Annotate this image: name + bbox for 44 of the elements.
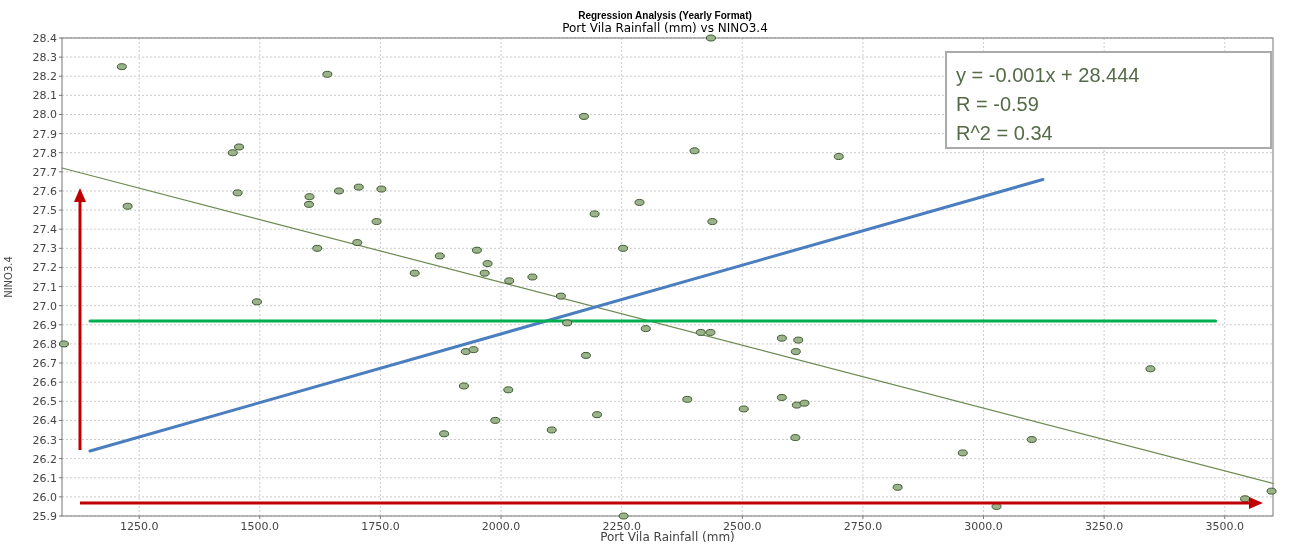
y-tick-label: 27.5 (32, 204, 57, 218)
x-tick-label: 2750.0 (843, 520, 883, 533)
x-tick-label: 3500.0 (1205, 520, 1244, 533)
y-tick-label: 26.6 (32, 376, 57, 390)
y-tick-label: 26.9 (32, 318, 57, 332)
y-tick-label: 27.7 (32, 165, 57, 179)
y-tick-label: 28.2 (32, 70, 57, 84)
y-tick-label: 26.4 (32, 414, 57, 428)
y-tick-label: 27.8 (32, 146, 57, 160)
y-tick-label: 27.2 (32, 261, 57, 275)
y-tick-label: 27.1 (32, 280, 57, 294)
y-tick-label: 27.9 (32, 127, 57, 141)
x-tick-label: 2500.0 (723, 520, 762, 533)
y-axis-title: NINO3.4 (3, 256, 14, 298)
x-tick-label: 1250.0 (119, 520, 159, 533)
x-tick-label: 3000.0 (964, 520, 1003, 533)
text-box: y = -0.001x + 28.444 R = -0.59 R^2 = 0.34 (945, 51, 1272, 149)
y-tick-label: 27.0 (32, 299, 57, 313)
annotation: R = -0.59 (956, 93, 1039, 115)
x-tick-label: 3250.0 (1084, 520, 1124, 533)
y-tick-label: 26.5 (32, 395, 57, 409)
y-tick-label: 27.6 (32, 184, 57, 198)
x-axis-title: Port Vila Rainfall (mm) (600, 530, 735, 544)
y-tick-label: 28.3 (32, 51, 57, 65)
annotation: R^2 = 0.34 (956, 122, 1053, 144)
chart-title: Regression Analysis (Yearly Format) (578, 10, 752, 21)
y-tick-label: 26.1 (32, 471, 57, 485)
x-tick-label: 2000.0 (481, 520, 521, 533)
x-tick-label: 1500.0 (240, 520, 280, 533)
y-tick-label: 28.0 (32, 108, 57, 122)
chart-subtitle: Port Vila Rainfall (mm) vs NINO3.4 (562, 21, 768, 35)
y-tick-label: 27.3 (32, 242, 57, 256)
y-tick-label: 26.7 (32, 357, 57, 371)
y-tick-label: 26.2 (32, 452, 57, 466)
x-tick-label: 2250.0 (602, 520, 641, 533)
y-tick-label: 26.3 (32, 433, 57, 447)
y-tick-label: 28.1 (32, 89, 57, 103)
y-tick-label: 28.4 (32, 32, 57, 45)
y-tick-label: 26.0 (32, 490, 57, 504)
y-tick-label: 25.9 (32, 510, 57, 523)
y-tick-label: 26.8 (32, 337, 57, 351)
y-tick-label: 27.4 (32, 223, 57, 237)
annotation: y = -0.001x + 28.444 (956, 64, 1140, 86)
x-tick-label: 1750.0 (361, 520, 400, 533)
